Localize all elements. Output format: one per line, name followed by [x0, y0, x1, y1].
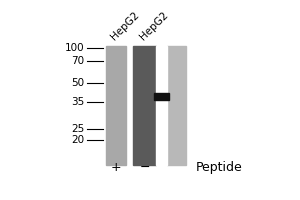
- Text: 25: 25: [71, 124, 84, 134]
- Text: +: +: [111, 161, 122, 174]
- Bar: [154, 93, 169, 100]
- Text: −: −: [140, 161, 150, 174]
- Bar: [156, 46, 166, 165]
- Text: Peptide: Peptide: [196, 161, 242, 174]
- Bar: [133, 46, 156, 165]
- Text: 100: 100: [64, 43, 84, 53]
- Text: 20: 20: [71, 135, 84, 145]
- Text: HepG2: HepG2: [109, 10, 141, 42]
- Text: HepG2: HepG2: [138, 10, 170, 42]
- Text: 35: 35: [71, 97, 84, 107]
- Text: 50: 50: [71, 78, 84, 88]
- Text: 70: 70: [71, 56, 84, 66]
- Bar: [167, 46, 186, 165]
- Bar: [106, 46, 126, 165]
